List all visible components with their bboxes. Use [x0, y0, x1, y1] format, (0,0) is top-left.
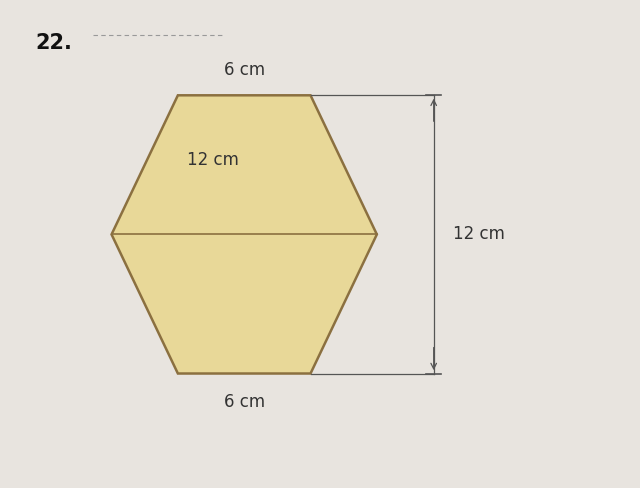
Text: 22.: 22. — [36, 33, 72, 53]
Text: 6 cm: 6 cm — [223, 61, 265, 79]
Text: 6 cm: 6 cm — [223, 393, 265, 411]
Text: 12 cm: 12 cm — [187, 151, 239, 169]
Polygon shape — [111, 95, 377, 373]
Text: 12 cm: 12 cm — [452, 225, 504, 244]
